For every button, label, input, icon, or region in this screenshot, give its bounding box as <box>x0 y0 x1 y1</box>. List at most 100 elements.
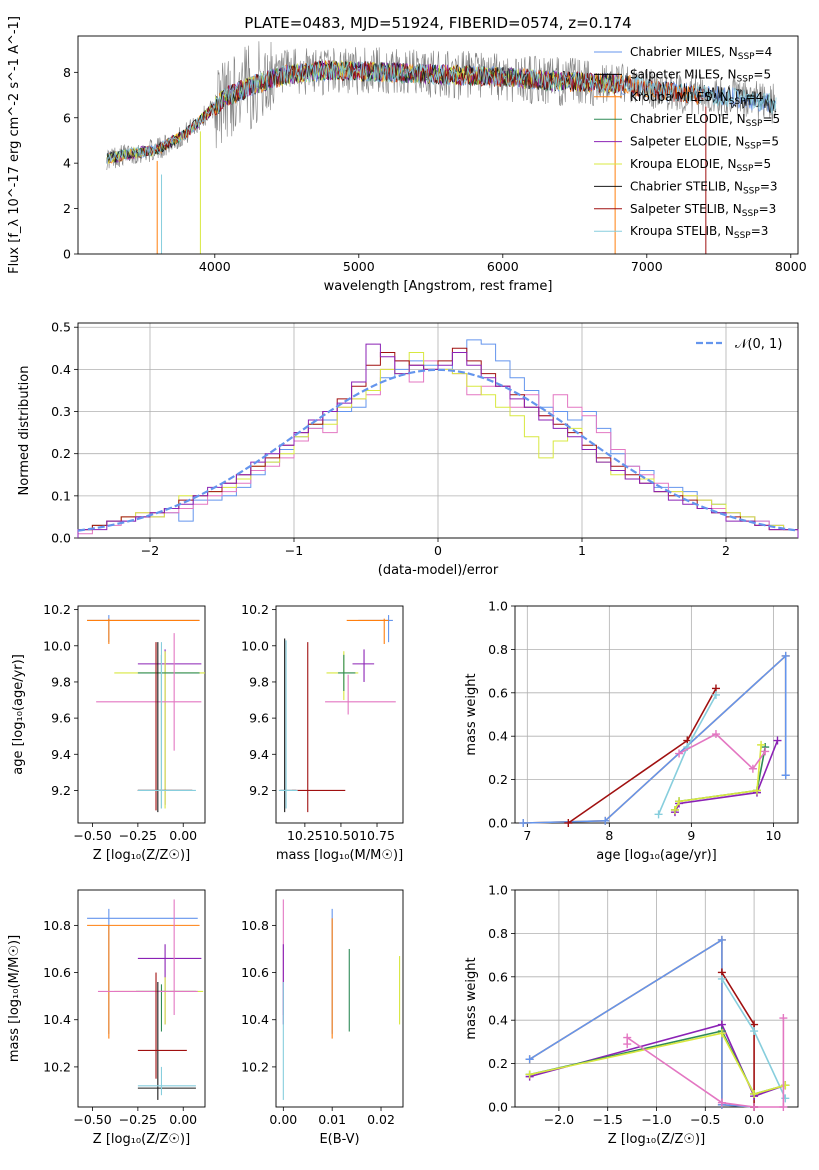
x-axis-label: E(B-V) <box>319 1132 359 1147</box>
legend-subscript: SSP <box>744 142 761 152</box>
x-tick-label: 10 <box>765 828 781 843</box>
legend-entry: Chabrier STELIB, NSSP=3 <box>630 179 778 196</box>
histogram <box>77 343 799 538</box>
x-tick-label: 0.0 <box>744 1112 764 1127</box>
weight-marker <box>601 816 610 825</box>
y-tick-label: 0.6 <box>488 685 508 700</box>
legend-subscript: SSP <box>746 119 763 129</box>
x-tick-label: 7000 <box>631 259 663 274</box>
legend-subscript: SSP <box>737 164 754 174</box>
weight-series-line <box>678 733 766 771</box>
axes-frame <box>275 605 404 824</box>
weight-series-line <box>529 938 755 1108</box>
axes-frame <box>77 889 206 1108</box>
legend-value: =5 <box>753 67 771 81</box>
y-tick-label: 0.2 <box>51 446 71 461</box>
x-tick-label: 1 <box>578 543 586 558</box>
y-tick-label: 10.2 <box>241 1059 269 1074</box>
weight-series-line <box>523 654 787 824</box>
age_vs_z-panel: −0.50 −0.25 0.00 9.2 9.4 9.6 9.8 10.0 10.2 Z [log… <box>11 602 206 863</box>
chart-layer: 4000 5000 6000 7000 8000 0 2 4 6 8 wavelength [Ang… <box>7 16 807 1147</box>
mass_vs_ebv-panel: 0.00 0.01 0.02 10.2 10.4 10.6 10.8 E(B-V) <box>241 889 404 1147</box>
y-tick-label: 10.6 <box>241 965 269 980</box>
weight-marker <box>717 974 726 983</box>
weight-marker <box>750 1103 759 1111</box>
y-tick-label: 0.4 <box>488 729 508 744</box>
y-tick-label: 4 <box>63 156 71 171</box>
x-tick-label: 0.00 <box>269 1112 297 1127</box>
weight-marker <box>781 771 790 780</box>
weight-marker <box>711 690 720 699</box>
spectrum-plot-area <box>106 41 777 254</box>
weight-series-line <box>674 744 762 811</box>
weight-marker <box>525 1070 534 1079</box>
y-tick-label: 8 <box>63 65 71 80</box>
x-axis-label: (data-model)/error <box>378 563 499 578</box>
y-tick-label: 0.0 <box>488 816 508 831</box>
x-axis-label: wavelength [Angstrom, rest frame] <box>324 279 553 294</box>
weight-marker <box>717 1029 726 1038</box>
legend-value: =3 <box>759 202 777 216</box>
y-tick-label: 10.0 <box>241 638 269 653</box>
x-tick-label: 8 <box>605 828 613 843</box>
legend-entry: Chabrier MILES, NSSP=4 <box>630 45 772 62</box>
weight-marker <box>773 736 782 745</box>
x-tick-label: 6000 <box>487 259 519 274</box>
x-axis-label: Z [log₁₀(Z/Z☉)] <box>608 1132 705 1147</box>
x-axis-label: age [log₁₀(age/yr)] <box>596 848 717 863</box>
y-axis-label: age [log₁₀(age/yr)] <box>11 654 26 775</box>
weight-marker <box>781 1081 790 1090</box>
legend-value: =3 <box>760 179 778 193</box>
y-tick-label: 10.4 <box>43 1012 71 1027</box>
x-tick-label: 10.50 <box>323 828 359 843</box>
y-tick-label: 6 <box>63 110 71 125</box>
y-tick-label: 0.1 <box>51 488 71 503</box>
weight_vs_z-panel: −2.0 −1.5 −1.0 −0.5 0.0 0.0 0.2 0.4 0.6 0.8 1.0 Z [… <box>464 883 799 1147</box>
weight-marker <box>757 740 766 749</box>
x-tick-label: 10.75 <box>359 828 395 843</box>
gaussian-reference-line <box>77 368 799 532</box>
y-tick-label: 9.4 <box>249 747 269 762</box>
x-tick-label: 0.00 <box>169 1112 197 1127</box>
legend-value: =5 <box>762 112 780 126</box>
weight-marker <box>519 819 528 827</box>
axes-frame <box>77 35 799 255</box>
x-tick-label: 0 <box>434 543 442 558</box>
weight-series-line <box>529 1030 786 1095</box>
weight-marker <box>675 797 684 806</box>
y-axis-label: mass weight <box>464 957 479 1039</box>
spectrum-panel: 4000 5000 6000 7000 8000 0 2 4 6 8 wavelength [Ang… <box>7 16 807 294</box>
x-tick-label: 8000 <box>775 259 807 274</box>
legend-subscript: SSP <box>729 97 746 107</box>
x-tick-label: 5000 <box>343 259 375 274</box>
observed-spectrum <box>106 41 777 171</box>
figure-title: PLATE=0483, MJD=51924, FIBERID=0574, z=0… <box>244 14 631 32</box>
residuals-panel: −2 −1 0 1 2 0.0 0.1 0.2 0.3 0.4 0.5 (data-model)/er… <box>17 320 799 578</box>
x-tick-label: 2 <box>722 543 730 558</box>
x-tick-label: −0.25 <box>119 828 157 843</box>
y-tick-label: 0.3 <box>51 404 71 419</box>
y-axis-label: mass weight <box>464 673 479 755</box>
legend-value: =4 <box>746 90 764 104</box>
x-axis-label: Z [log₁₀(Z/Z☉)] <box>93 1132 190 1147</box>
age_vs_mass-panel: 10.25 10.50 10.75 9.2 9.4 9.6 9.8 10.0 10.2 mass … <box>241 602 404 863</box>
legend-entry: Salpeter STELIB, NSSP=3 <box>630 202 776 219</box>
weight-marker <box>654 810 663 819</box>
axes-frame <box>77 605 206 824</box>
x-axis-label: Z [log₁₀(Z/Z☉)] <box>93 848 190 863</box>
x-tick-label: −0.50 <box>73 828 111 843</box>
x-tick-label: −1 <box>285 543 303 558</box>
weight-marker <box>750 1027 759 1036</box>
legend-subscript: SSP <box>737 74 754 84</box>
x-tick-label: 4000 <box>199 259 231 274</box>
weight-series-line <box>529 1032 786 1095</box>
y-tick-label: 9.6 <box>249 711 269 726</box>
y-axis-label: Flux [f_λ 10^-17 erg cm^-2 s^-1 A^-1] <box>7 16 22 274</box>
y-tick-label: 10.8 <box>241 918 269 933</box>
legend-value: =5 <box>761 135 779 149</box>
y-tick-label: 10.2 <box>241 602 269 617</box>
weight-marker <box>564 819 573 827</box>
weight-marker <box>675 749 684 758</box>
weight-marker <box>750 1089 759 1098</box>
